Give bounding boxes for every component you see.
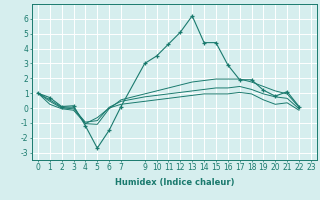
X-axis label: Humidex (Indice chaleur): Humidex (Indice chaleur) — [115, 178, 234, 187]
